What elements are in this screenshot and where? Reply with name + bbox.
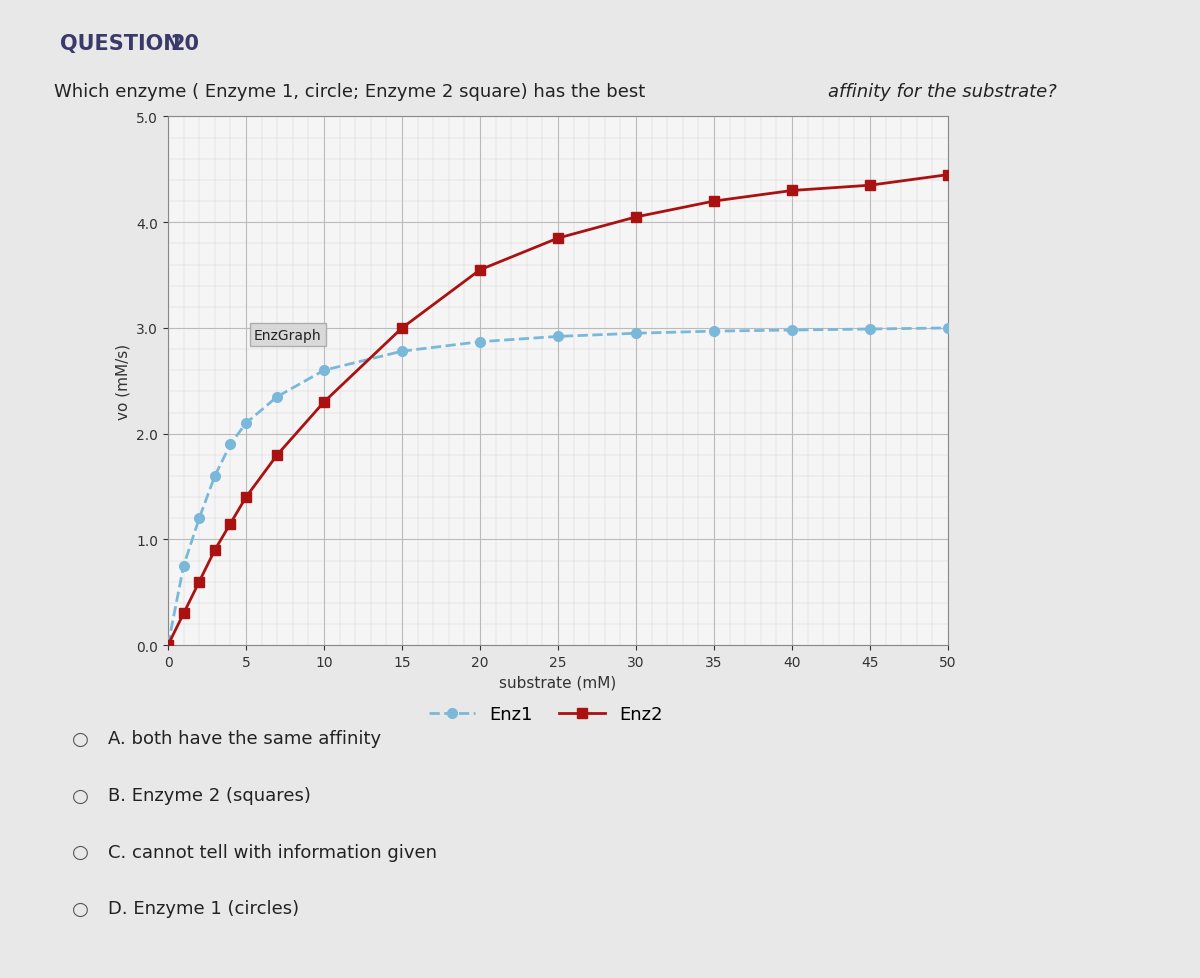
Enz2 [785,186,799,198]
Enz1 [473,336,487,348]
Enz1 [176,560,191,572]
Enz2 [863,180,877,192]
Enz2 [941,169,955,181]
Enz1 [223,439,238,451]
Text: QUESTION: QUESTION [60,34,188,54]
Line: Enz2: Enz2 [163,170,953,650]
Enz2 [473,265,487,277]
Text: affinity for the substrate?: affinity for the substrate? [828,83,1057,101]
Enz2 [551,233,565,244]
Enz1 [317,365,331,377]
Enz1 [395,346,409,358]
Enz2 [270,450,284,462]
Legend: Enz1, Enz2: Enz1, Enz2 [422,698,670,731]
Enz1 [707,326,721,337]
Enz2 [192,576,206,588]
Enz1 [161,640,175,651]
Text: ○: ○ [72,842,89,862]
Text: B. Enzyme 2 (squares): B. Enzyme 2 (squares) [108,786,311,804]
Text: C. cannot tell with information given: C. cannot tell with information given [108,843,437,861]
Enz2 [707,196,721,207]
Enz2 [395,323,409,334]
Line: Enz1: Enz1 [163,324,953,650]
Enz2 [223,518,238,530]
Enz1 [239,418,253,429]
Text: ○: ○ [72,729,89,748]
Enz2 [239,492,253,504]
Text: A. both have the same affinity: A. both have the same affinity [108,730,382,747]
Enz1 [629,328,643,339]
Enz2 [208,545,222,556]
Text: EnzGraph: EnzGraph [254,329,322,342]
Enz2 [629,212,643,224]
Enz1 [863,324,877,335]
Enz1 [941,323,955,334]
Text: Which enzyme ( Enzyme 1, circle; Enzyme 2 square) has the best: Which enzyme ( Enzyme 1, circle; Enzyme … [54,83,650,101]
Enz1 [785,325,799,336]
Enz1 [551,332,565,343]
Enz2 [176,608,191,620]
Text: ○: ○ [72,785,89,805]
Text: D. Enzyme 1 (circles): D. Enzyme 1 (circles) [108,900,299,917]
Enz1 [208,470,222,482]
Enz2 [317,397,331,409]
Enz1 [270,391,284,403]
Text: 20: 20 [170,34,199,54]
Enz1 [192,512,206,524]
Text: ○: ○ [72,899,89,918]
Y-axis label: vo (mM/s): vo (mM/s) [115,343,131,420]
Enz2 [161,640,175,651]
X-axis label: substrate (mM): substrate (mM) [499,675,617,689]
